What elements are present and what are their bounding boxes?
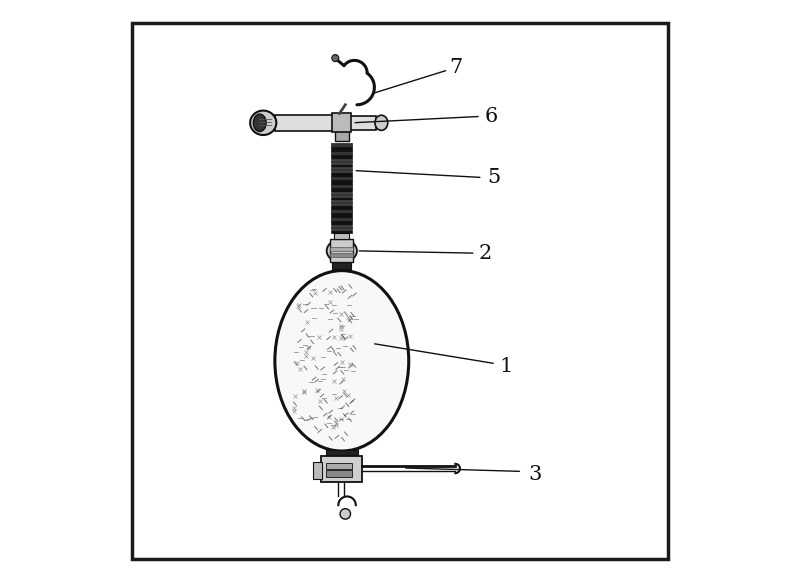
Bar bbox=[331, 184, 352, 188]
Ellipse shape bbox=[275, 271, 409, 451]
Bar bbox=[330, 247, 354, 251]
Ellipse shape bbox=[326, 239, 357, 262]
Bar bbox=[322, 456, 362, 482]
Bar bbox=[331, 172, 352, 176]
Bar bbox=[331, 209, 352, 213]
Bar bbox=[331, 193, 352, 196]
Bar bbox=[331, 143, 352, 147]
Bar bbox=[333, 262, 351, 269]
Bar bbox=[313, 462, 322, 479]
Bar bbox=[330, 239, 354, 262]
Bar bbox=[331, 221, 352, 225]
Bar bbox=[330, 253, 354, 257]
Bar bbox=[331, 226, 352, 229]
Bar bbox=[331, 197, 352, 200]
Ellipse shape bbox=[254, 114, 266, 132]
Circle shape bbox=[340, 509, 350, 519]
Text: 5: 5 bbox=[487, 168, 501, 187]
Bar bbox=[331, 155, 352, 159]
Bar bbox=[331, 168, 352, 172]
Text: 3: 3 bbox=[528, 465, 542, 484]
Bar bbox=[331, 230, 352, 233]
Text: 6: 6 bbox=[484, 107, 498, 126]
Bar bbox=[331, 151, 352, 155]
Circle shape bbox=[332, 55, 338, 62]
Bar bbox=[349, 116, 375, 130]
Bar bbox=[335, 131, 349, 141]
Bar bbox=[331, 176, 352, 180]
Ellipse shape bbox=[375, 115, 388, 130]
Bar bbox=[331, 189, 352, 192]
Bar bbox=[331, 164, 352, 168]
Bar bbox=[333, 113, 351, 132]
Ellipse shape bbox=[250, 111, 276, 135]
Bar bbox=[331, 201, 352, 204]
Bar bbox=[334, 233, 350, 239]
Bar bbox=[331, 217, 352, 221]
Text: 7: 7 bbox=[450, 58, 462, 77]
Bar bbox=[331, 205, 352, 208]
Bar bbox=[326, 463, 352, 469]
Bar bbox=[331, 147, 352, 151]
Bar bbox=[326, 470, 352, 477]
Bar bbox=[331, 213, 352, 217]
Text: 2: 2 bbox=[478, 244, 492, 263]
Bar bbox=[326, 450, 358, 456]
Bar bbox=[331, 159, 352, 163]
Bar bbox=[275, 115, 335, 131]
Text: 1: 1 bbox=[499, 357, 512, 377]
Bar bbox=[331, 180, 352, 184]
